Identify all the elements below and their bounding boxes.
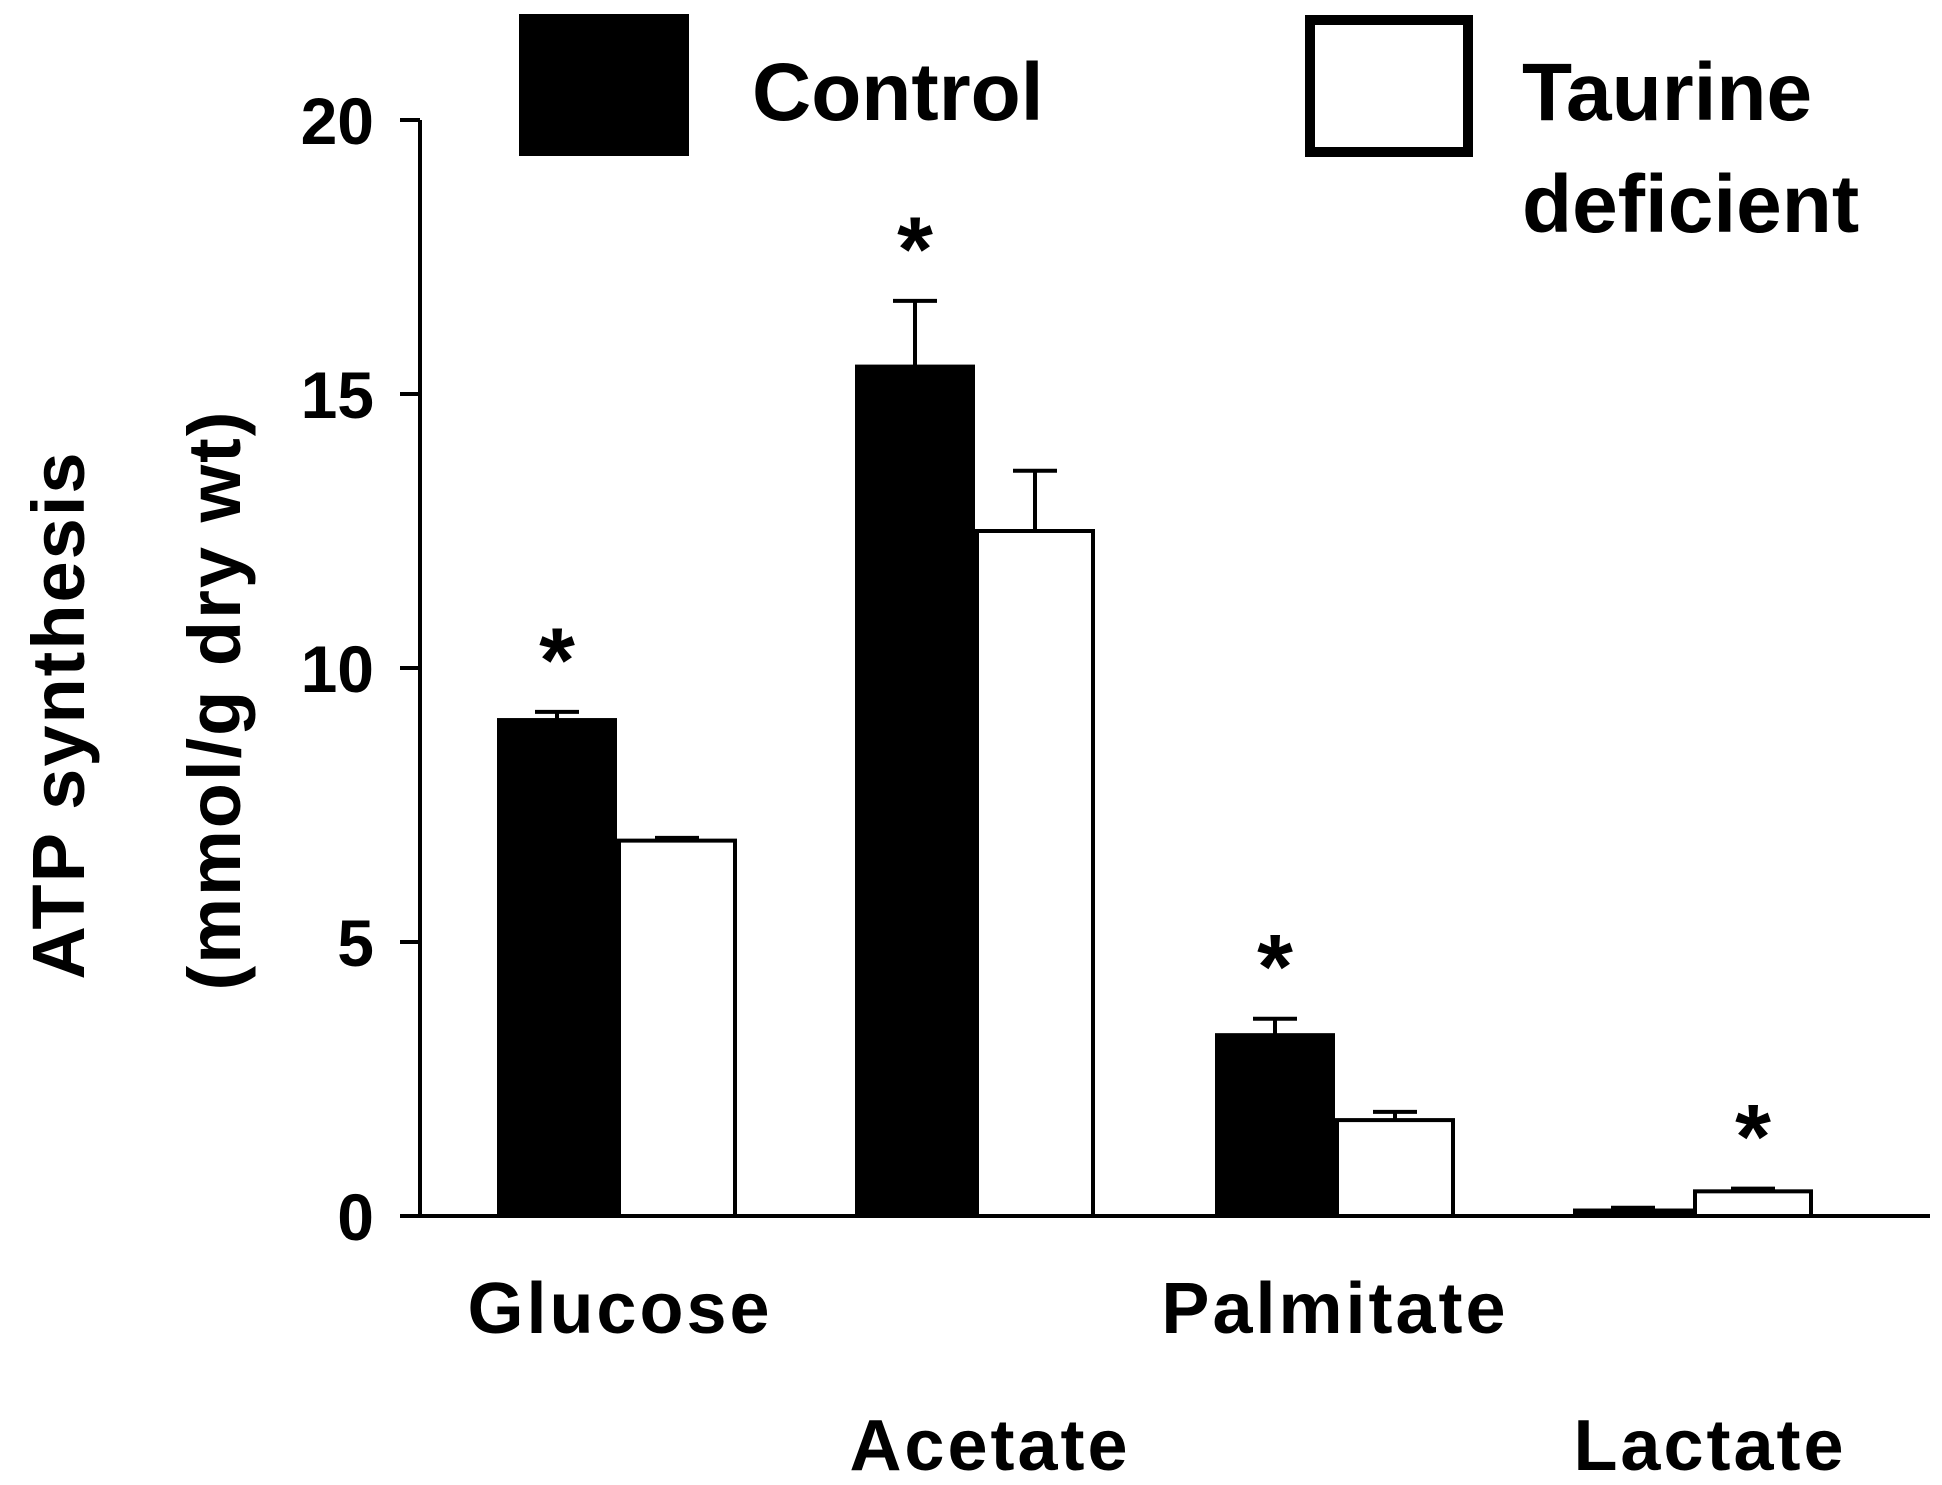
category-label-acetate: Acetate [849, 1406, 1130, 1480]
bar-glucose-taurine-deficient [617, 838, 737, 1218]
category-label-palmitate: Palmitate [1161, 1269, 1508, 1349]
bar-lactate-taurine-deficient [1693, 1189, 1813, 1218]
bar-palmitate-control [1215, 1033, 1335, 1219]
category-labels: Glucose Acetate Palmitate Lactate [467, 1269, 1846, 1485]
significance-star-glucose: * [539, 610, 575, 712]
bar-palmitate-taurine-deficient [1335, 1118, 1455, 1218]
y-axis-title: ATP synthesis (mmol/g dry wt) [17, 410, 256, 991]
legend-swatch-control [519, 14, 689, 156]
bar-lactate-control [1573, 1208, 1693, 1219]
y-axis-units: (mmol/g dry wt) [173, 410, 256, 991]
bar-glucose-control [497, 718, 617, 1218]
y-tick-label-10: 10 [301, 632, 374, 706]
y-tick-label-0: 0 [337, 1180, 374, 1254]
bar-acetate-control [855, 364, 975, 1219]
y-tick-label-15: 15 [301, 358, 374, 432]
bar-acetate-taurine-deficient [975, 529, 1095, 1218]
significance-star-acetate: * [897, 199, 933, 301]
category-label-lactate: Lactate [1573, 1406, 1846, 1480]
y-axis-label: ATP synthesis [17, 450, 100, 979]
legend-label-line-1: Taurine [1522, 47, 1812, 138]
significance-star-lactate: * [1735, 1087, 1771, 1189]
legend-label-line-2: deficient [1522, 159, 1859, 250]
y-tick-label-5: 5 [337, 906, 374, 980]
y-tick-label-20: 20 [301, 84, 374, 158]
legend-label-taurine-deficient: Taurine deficient [1522, 47, 1859, 250]
legend-swatch-taurine-deficient [1305, 15, 1473, 157]
legend-label-control: Control [752, 47, 1043, 138]
category-label-glucose: Glucose [467, 1269, 772, 1349]
bars: * * * * [497, 199, 1813, 1219]
legend: Control Taurine deficient [519, 14, 1859, 250]
significance-star-palmitate: * [1257, 917, 1293, 1019]
